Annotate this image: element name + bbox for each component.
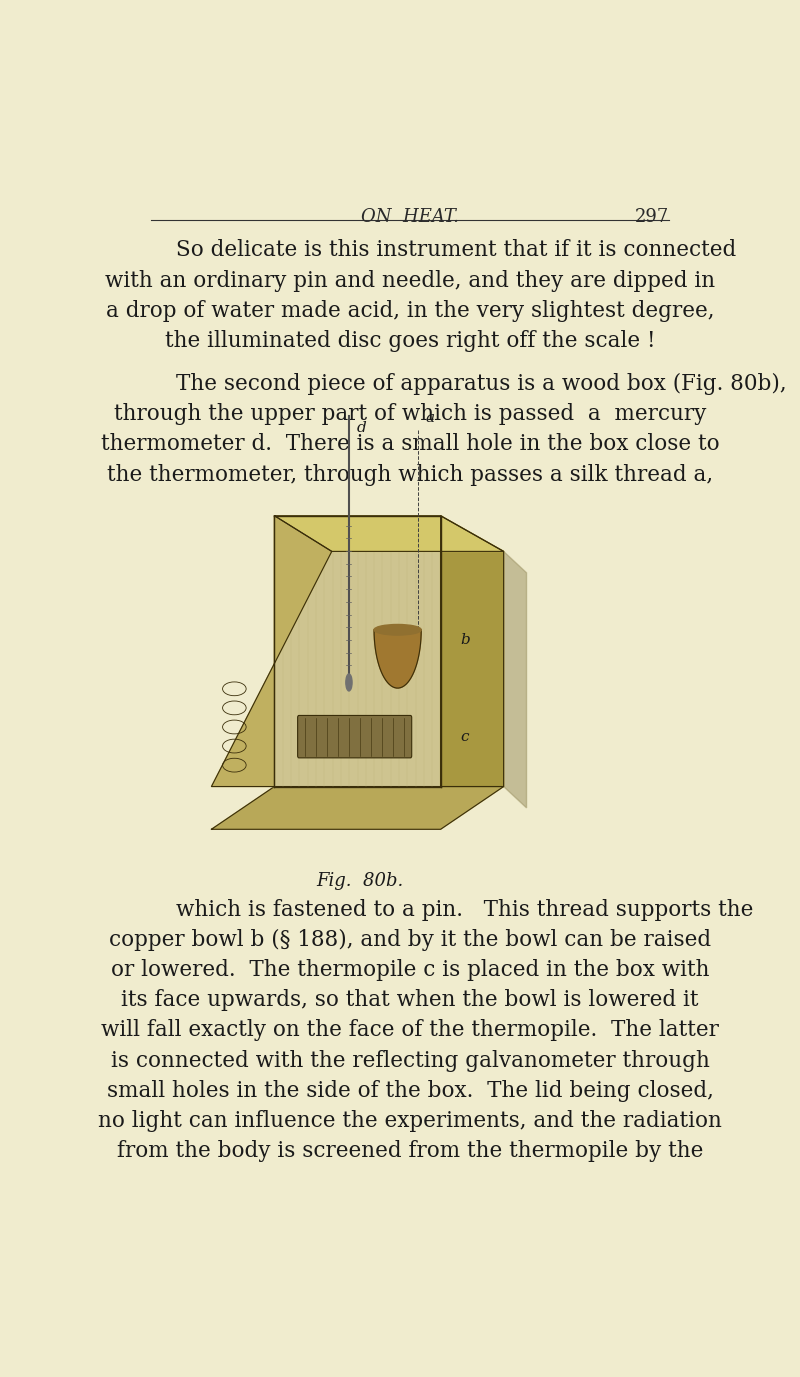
Text: 297: 297 [635,208,669,226]
Text: b: b [461,633,470,647]
Text: is connected with the reflecting galvanometer through: is connected with the reflecting galvano… [110,1049,710,1071]
Text: copper bowl b (§ 188), and by it the bowl can be raised: copper bowl b (§ 188), and by it the bow… [109,928,711,952]
Text: the thermometer, through which passes a silk thread a,: the thermometer, through which passes a … [107,464,713,486]
Polygon shape [374,629,421,688]
Text: its face upwards, so that when the bowl is lowered it: its face upwards, so that when the bowl … [122,989,698,1011]
Ellipse shape [346,673,352,691]
Text: with an ordinary pin and needle, and they are dipped in: with an ordinary pin and needle, and the… [105,270,715,292]
Text: through the upper part of which is passed  a  mercury: through the upper part of which is passe… [114,403,706,425]
Ellipse shape [374,625,421,635]
Text: The second piece of apparatus is a wood box (Fig. 80b),: The second piece of apparatus is a wood … [176,373,786,395]
Text: thermometer d.  There is a small hole in the box close to: thermometer d. There is a small hole in … [101,434,719,456]
Text: no light can influence the experiments, and the radiation: no light can influence the experiments, … [98,1110,722,1132]
Text: the illuminated disc goes right off the scale !: the illuminated disc goes right off the … [165,330,655,353]
Text: Fig.  80b.: Fig. 80b. [317,872,404,890]
Text: from the body is screened from the thermopile by the: from the body is screened from the therm… [117,1140,703,1162]
Polygon shape [274,516,441,786]
Polygon shape [441,516,504,786]
FancyBboxPatch shape [298,716,412,757]
Text: c: c [461,730,469,744]
Polygon shape [274,516,504,551]
Polygon shape [211,516,332,786]
Text: a: a [425,410,434,425]
Text: will fall exactly on the face of the thermopile.  The latter: will fall exactly on the face of the the… [101,1019,719,1041]
Text: So delicate is this instrument that if it is connected: So delicate is this instrument that if i… [176,240,736,262]
Text: a drop of water made acid, in the very slightest degree,: a drop of water made acid, in the very s… [106,300,714,322]
Text: d: d [356,421,366,435]
Text: which is fastened to a pin.   This thread supports the: which is fastened to a pin. This thread … [176,899,753,921]
Text: small holes in the side of the box.  The lid being closed,: small holes in the side of the box. The … [106,1080,714,1102]
Text: ON  HEAT.: ON HEAT. [361,208,459,226]
Polygon shape [504,551,526,808]
Polygon shape [211,786,504,829]
Text: or lowered.  The thermopile c is placed in the box with: or lowered. The thermopile c is placed i… [110,958,710,980]
